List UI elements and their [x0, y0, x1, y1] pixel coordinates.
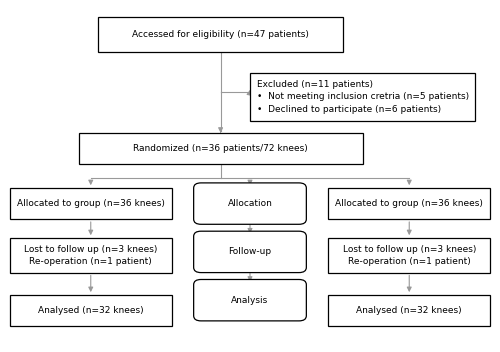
FancyBboxPatch shape	[194, 231, 306, 272]
FancyBboxPatch shape	[194, 279, 306, 321]
Text: Randomized (n=36 patients/72 knees): Randomized (n=36 patients/72 knees)	[133, 144, 308, 153]
FancyBboxPatch shape	[78, 133, 362, 164]
FancyBboxPatch shape	[10, 238, 172, 272]
FancyBboxPatch shape	[98, 17, 343, 52]
Text: Allocated to group (n=36 knees): Allocated to group (n=36 knees)	[17, 199, 165, 208]
FancyBboxPatch shape	[328, 238, 490, 272]
Text: Accessed for eligibility (n=47 patients): Accessed for eligibility (n=47 patients)	[132, 30, 309, 39]
Text: Follow-up: Follow-up	[228, 247, 272, 256]
Text: Lost to follow up (n=3 knees)
Re-operation (n=1 patient): Lost to follow up (n=3 knees) Re-operati…	[342, 245, 476, 266]
FancyBboxPatch shape	[250, 73, 476, 121]
Text: Allocated to group (n=36 knees): Allocated to group (n=36 knees)	[336, 199, 483, 208]
FancyBboxPatch shape	[194, 183, 306, 224]
Text: Allocation: Allocation	[228, 199, 272, 208]
Text: Lost to follow up (n=3 knees)
Re-operation (n=1 patient): Lost to follow up (n=3 knees) Re-operati…	[24, 245, 158, 266]
FancyBboxPatch shape	[328, 188, 490, 219]
Text: Excluded (n=11 patients)
•  Not meeting inclusion cretria (n=5 patients)
•  Decl: Excluded (n=11 patients) • Not meeting i…	[258, 80, 470, 114]
FancyBboxPatch shape	[10, 295, 172, 326]
Text: Analysis: Analysis	[232, 296, 268, 305]
Text: Analysed (n=32 knees): Analysed (n=32 knees)	[38, 306, 144, 315]
Text: Analysed (n=32 knees): Analysed (n=32 knees)	[356, 306, 462, 315]
FancyBboxPatch shape	[10, 188, 172, 219]
FancyBboxPatch shape	[328, 295, 490, 326]
